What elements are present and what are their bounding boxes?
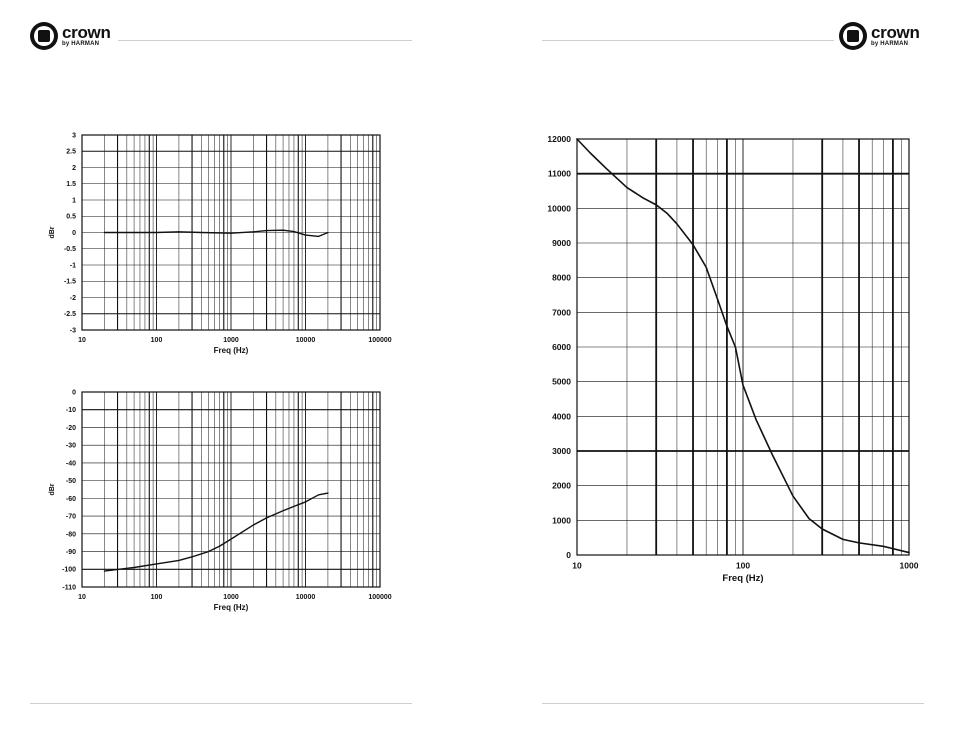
logo-subtitle: by HARMAN	[62, 41, 100, 47]
series-line-0	[103, 229, 329, 238]
y-tick-label: -1	[70, 262, 76, 269]
x-tick-label: 1000	[223, 594, 239, 601]
y-tick-label: 4000	[552, 411, 571, 421]
x-tick-label: 10000	[296, 594, 316, 601]
y-tick-label: 1000	[552, 515, 571, 525]
right-page: crown by HARMAN 12000 11000 10000 9000 8000 7…	[477, 0, 954, 737]
logo-subtitle: by HARMAN	[871, 41, 909, 47]
x-axis-label: Freq (Hz)	[214, 603, 249, 612]
y-tick-label: -40	[66, 460, 76, 467]
series-line-0	[103, 492, 329, 572]
y-tick-label: 0	[72, 389, 76, 396]
x-tick-label: 100000	[368, 337, 391, 344]
y-tick-label: -2	[70, 295, 76, 302]
crown-logo: crown by HARMAN	[30, 22, 120, 52]
x-tick-label: 100	[151, 337, 163, 344]
logo-wordmark: crown	[62, 23, 111, 42]
y-tick-label: -0.5	[64, 246, 76, 253]
y-tick-label: -30	[66, 443, 76, 450]
x-tick-label: 100	[151, 594, 163, 601]
grid	[81, 391, 380, 588]
x-tick-label: 10	[572, 561, 582, 571]
y-axis-label: dBr	[49, 226, 56, 238]
y-axis-label: dBr	[49, 483, 56, 495]
y-tick-label: 6000	[552, 342, 571, 352]
footer-rule	[30, 703, 412, 704]
y-tick-label: 10000	[547, 203, 571, 213]
y-tick-label: -20	[66, 425, 76, 432]
plot-frame	[81, 134, 381, 331]
y-tick-label: -90	[66, 549, 76, 556]
y-tick-label: -10	[66, 407, 76, 414]
x-tick-label: 100	[736, 561, 750, 571]
y-tick-label: -50	[66, 478, 76, 485]
x-axis-label: Freq (Hz)	[214, 346, 249, 355]
x-tick-label: 1000	[223, 337, 239, 344]
y-tick-label: -60	[66, 496, 76, 503]
crown-logo: crown by HARMAN	[839, 22, 929, 52]
y-tick-label: -1.5	[64, 279, 76, 286]
plot-frame	[81, 391, 381, 588]
y-tick-label: 9000	[552, 238, 571, 248]
y-tick-label: -80	[66, 531, 76, 538]
y-tick-label: 3	[72, 132, 76, 139]
y-tick-label: 11000	[548, 169, 571, 179]
frequency-response-chart: 3 2.5 2 1.5 1 0.5 0 -0.5 -1 -1.5 -2 -2.5 -310 100 1000…	[49, 132, 392, 355]
y-tick-label: -70	[66, 514, 76, 521]
x-tick-label: 10000	[296, 337, 316, 344]
x-tick-label: 1000	[900, 561, 919, 571]
x-tick-label: 10	[78, 337, 86, 344]
y-tick-label: 12000	[547, 134, 571, 144]
y-tick-label: -100	[62, 567, 76, 574]
y-tick-label: -2.5	[64, 311, 76, 318]
y-tick-label: 1.5	[66, 181, 76, 188]
y-tick-label: 1	[72, 197, 76, 204]
logo-wordmark: crown	[871, 23, 920, 42]
crown-badge-icon	[30, 22, 58, 50]
damping-factor-chart: 1200011000100009000800070006000500040003…	[547, 134, 919, 584]
plot-frame	[576, 138, 910, 556]
y-tick-label: 2000	[552, 481, 571, 491]
x-tick-label: 100000	[368, 594, 391, 601]
y-tick-label: 0	[566, 550, 571, 560]
crown-badge-icon	[839, 22, 867, 50]
x-tick-label: 10	[78, 594, 86, 601]
y-tick-label: 5000	[552, 377, 571, 387]
footer-rule	[542, 703, 924, 704]
grid	[576, 138, 909, 556]
y-tick-label: 2	[72, 165, 76, 172]
header-rule	[542, 40, 834, 41]
x-axis-label: Freq (Hz)	[722, 573, 763, 584]
y-tick-label: -3	[70, 327, 76, 334]
series-line-0	[576, 138, 910, 554]
y-tick-label: 0.5	[66, 214, 76, 221]
y-tick-label: 7000	[552, 307, 571, 317]
y-tick-label: 0	[72, 230, 76, 237]
header-rule	[118, 40, 412, 41]
y-tick-label: 3000	[552, 446, 571, 456]
left-page: crown by HARMAN 3 2.5 2 1.5 1 0.5 0 -0.5 -1 -1.5 -…	[30, 22, 412, 704]
y-tick-label: -110	[62, 584, 76, 591]
y-tick-label: 2.5	[66, 149, 76, 156]
y-tick-label: 8000	[552, 273, 571, 283]
